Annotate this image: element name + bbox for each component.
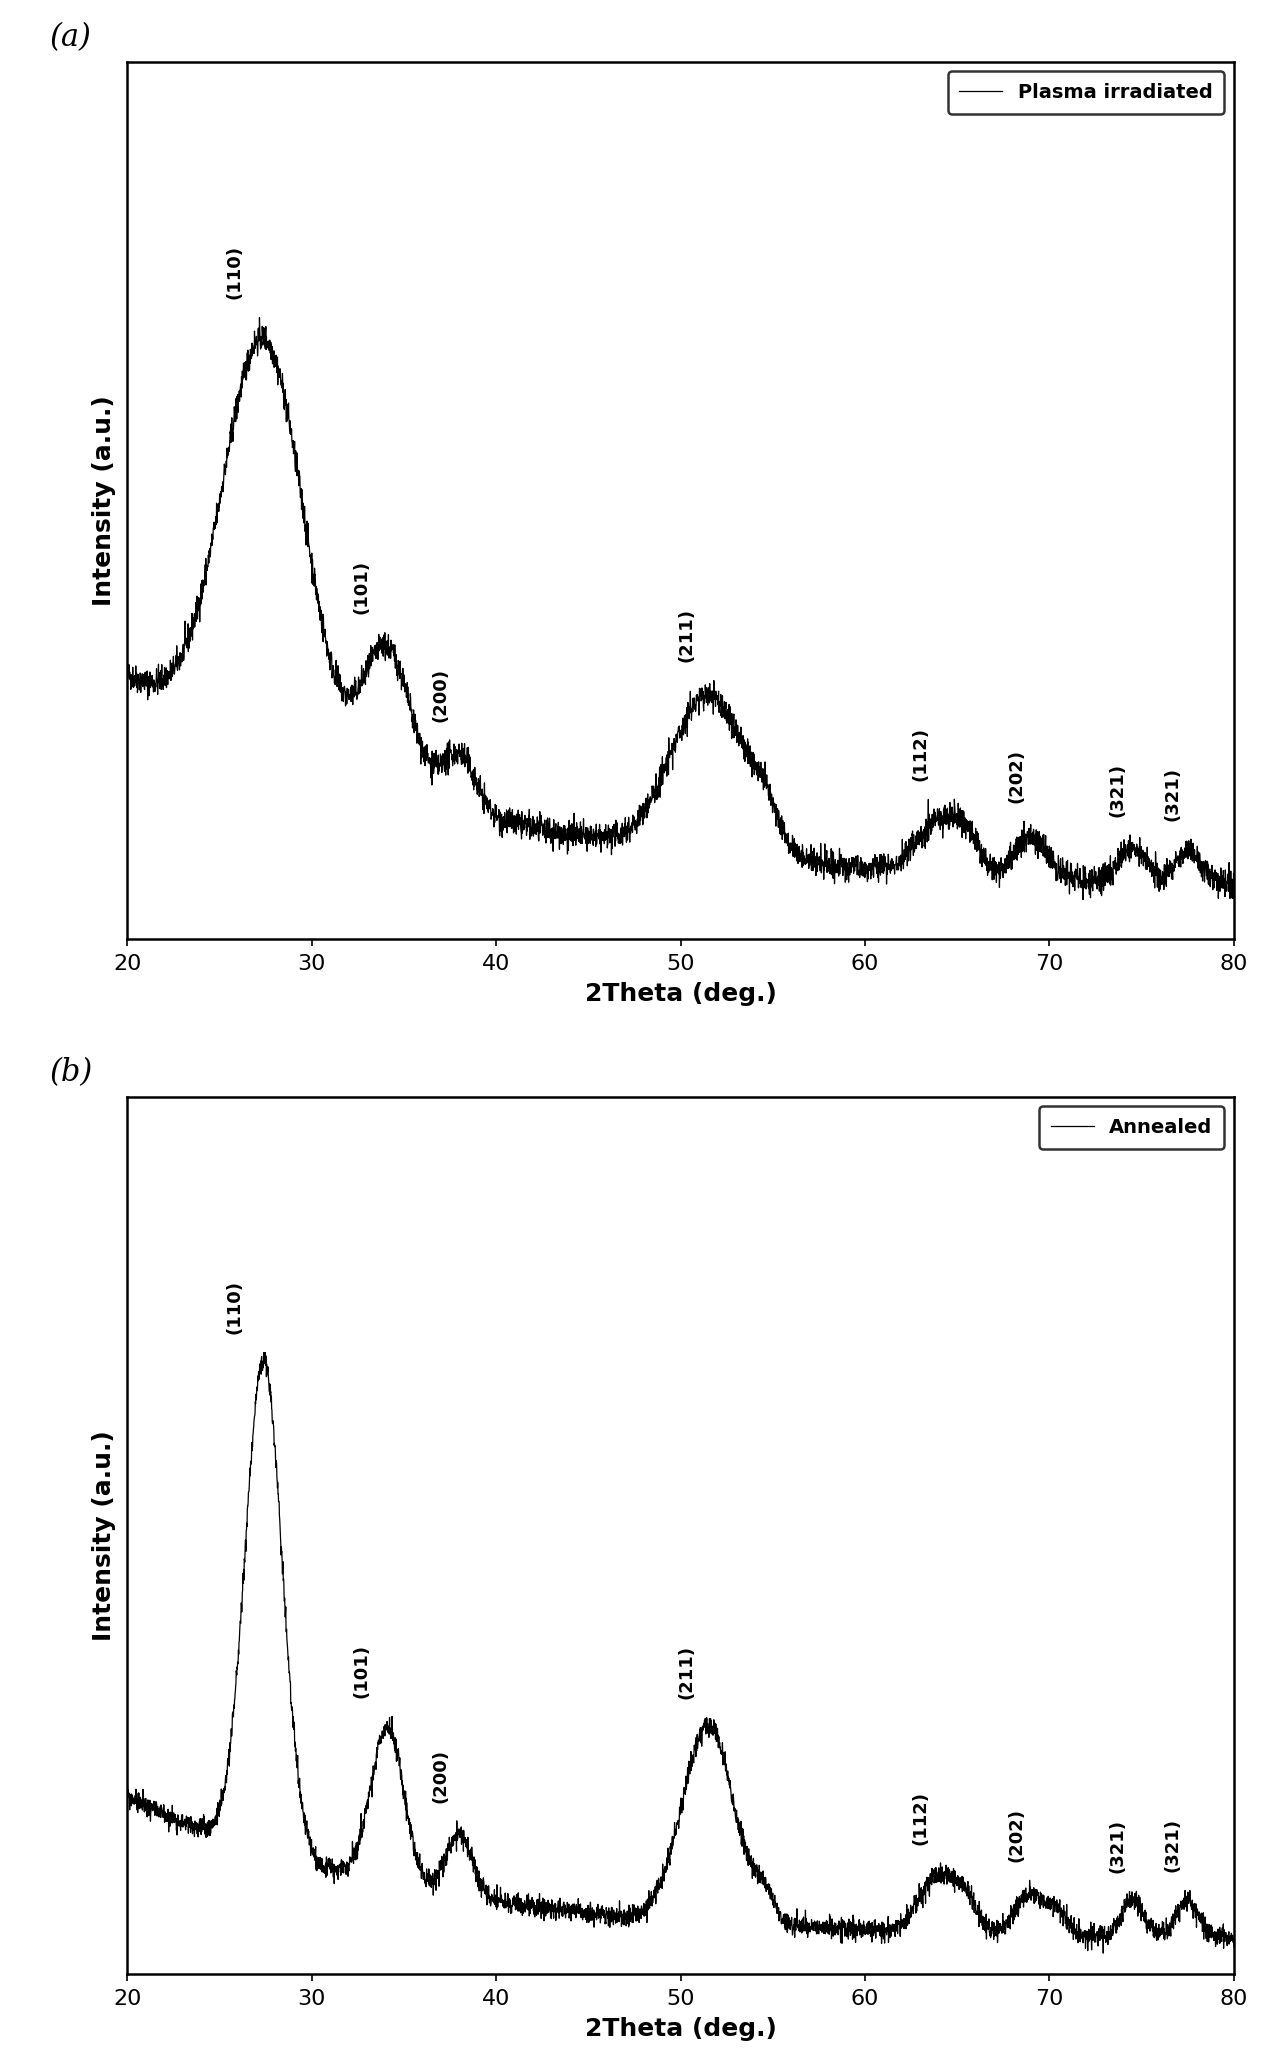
Plasma irradiated <box>1193 861 1208 886</box>
Y-axis label: Intensity (a.u.): Intensity (a.u.) <box>92 395 116 607</box>
Plasma irradiated <box>120 658 135 683</box>
Text: (321): (321) <box>1164 1818 1182 1873</box>
Plasma irradiated <box>1137 849 1152 874</box>
Annealed <box>923 1869 939 1894</box>
Text: (202): (202) <box>1007 1807 1025 1863</box>
Plasma irradiated <box>252 304 267 329</box>
Legend: Annealed: Annealed <box>1039 1106 1224 1149</box>
Text: (112): (112) <box>911 728 930 781</box>
Text: (200): (200) <box>431 668 450 722</box>
Plasma irradiated <box>646 785 661 810</box>
Text: (202): (202) <box>1007 748 1025 804</box>
Text: (200): (200) <box>431 1748 450 1803</box>
Text: (321): (321) <box>1109 1820 1127 1873</box>
Text: (101): (101) <box>352 561 370 615</box>
Plasma irradiated <box>1226 870 1241 894</box>
Annealed <box>1193 1902 1208 1926</box>
Text: (321): (321) <box>1109 763 1127 816</box>
Line: Plasma irradiated: Plasma irradiated <box>127 317 1234 901</box>
Plasma irradiated <box>1075 888 1090 913</box>
Text: (321): (321) <box>1164 767 1182 820</box>
X-axis label: 2Theta (deg.): 2Theta (deg.) <box>585 983 776 1005</box>
Text: (110): (110) <box>225 1281 243 1334</box>
Annealed <box>585 1896 600 1920</box>
Annealed <box>646 1883 661 1908</box>
Annealed <box>120 1785 135 1809</box>
Annealed <box>1226 1935 1241 1959</box>
Plasma irradiated <box>594 818 609 843</box>
Annealed <box>1137 1910 1152 1935</box>
Text: (211): (211) <box>677 609 695 662</box>
Legend: Plasma irradiated: Plasma irradiated <box>948 72 1224 113</box>
Annealed <box>256 1341 271 1365</box>
Text: (112): (112) <box>911 1791 930 1844</box>
Plasma irradiated <box>923 814 939 839</box>
Plasma irradiated <box>585 824 600 849</box>
Text: (110): (110) <box>225 245 243 300</box>
Annealed <box>594 1898 609 1922</box>
Text: (b): (b) <box>50 1057 93 1088</box>
Y-axis label: Intensity (a.u.): Intensity (a.u.) <box>92 1429 116 1641</box>
Text: (101): (101) <box>352 1645 370 1698</box>
X-axis label: 2Theta (deg.): 2Theta (deg.) <box>585 2017 776 2042</box>
Line: Annealed: Annealed <box>127 1353 1234 1953</box>
Text: (a): (a) <box>50 23 92 53</box>
Annealed <box>1095 1941 1110 1966</box>
Text: (211): (211) <box>677 1645 695 1700</box>
